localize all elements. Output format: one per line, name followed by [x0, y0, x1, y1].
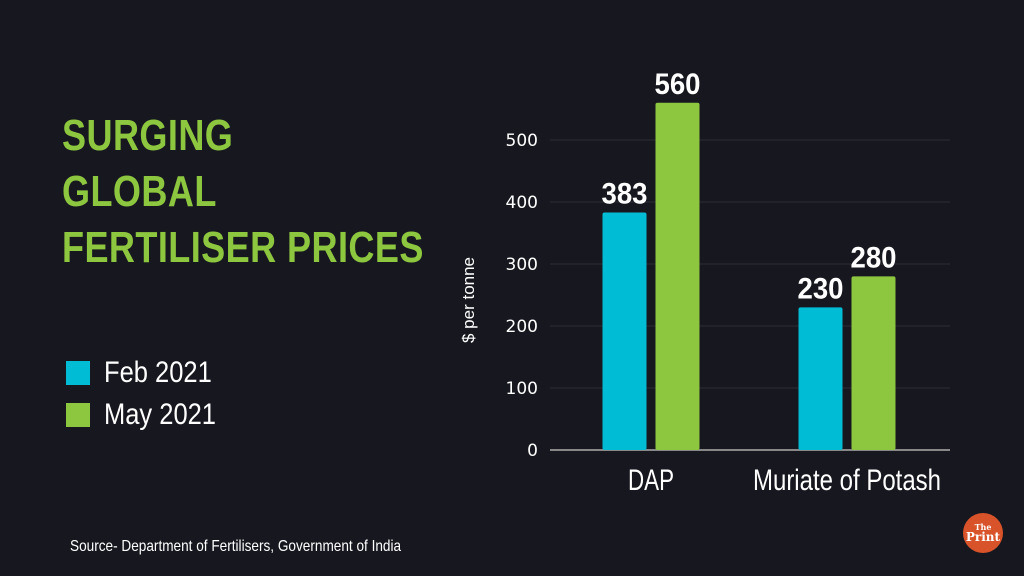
y-tick-label: 400 — [506, 193, 538, 213]
legend-swatch-may — [66, 403, 90, 427]
data-label: 230 — [798, 272, 844, 305]
data-label: 383 — [602, 178, 648, 211]
legend-item-may: May 2021 — [66, 394, 236, 436]
title-line: FERTILISER PRICES — [62, 223, 424, 272]
y-tick-label: 500 — [506, 131, 538, 151]
bar-muriate-of-potash-0 — [798, 307, 843, 450]
y-axis-label: $ per tonne — [459, 257, 478, 343]
bar-dap-1 — [655, 102, 700, 451]
x-tick-label: DAP — [628, 464, 674, 497]
legend-label: Feb 2021 — [104, 356, 212, 389]
legend-swatch-feb — [66, 361, 90, 385]
legend-item-feb: Feb 2021 — [66, 352, 236, 394]
bar-muriate-of-potash-1 — [851, 276, 896, 450]
bar-dap-0 — [602, 212, 647, 450]
y-tick-label: 0 — [527, 441, 538, 461]
y-tick-label: 100 — [506, 379, 538, 399]
title-line: GLOBAL — [62, 167, 217, 216]
theprint-logo: The Print — [963, 513, 1003, 553]
legend: Feb 2021 May 2021 — [66, 352, 236, 436]
y-tick-label: 200 — [506, 317, 538, 337]
source-note: Source- Department of Fertilisers, Gover… — [70, 538, 402, 555]
title-line: SURGING — [62, 111, 234, 160]
chart-title: SURGING GLOBAL FERTILISER PRICES — [62, 108, 424, 276]
legend-label: May 2021 — [104, 398, 216, 431]
data-label: 280 — [851, 241, 897, 274]
data-label: 560 — [655, 68, 701, 101]
x-tick-label: Muriate of Potash — [753, 464, 941, 497]
y-tick-label: 300 — [506, 255, 538, 275]
